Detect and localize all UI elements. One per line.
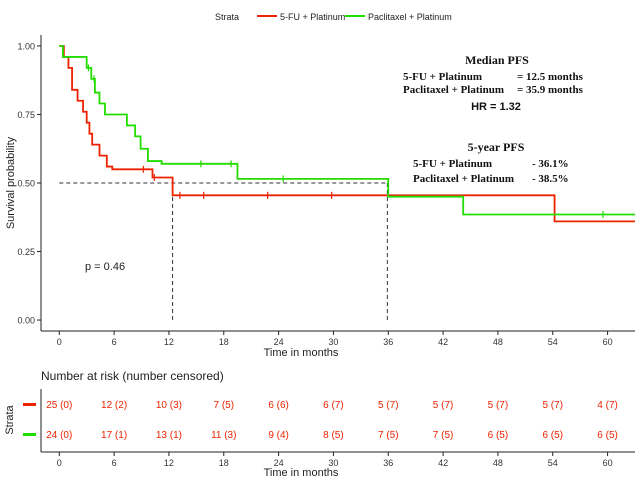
risk-cell-5fu: 5 (7) <box>433 400 454 411</box>
risk-x-tick-label: 36 <box>383 458 393 468</box>
risk-cell-paclitaxel: 17 (1) <box>101 430 127 441</box>
pfs-row-5fu-label: 5-FU + Platinum <box>413 158 492 170</box>
risk-cell-paclitaxel: 7 (5) <box>378 430 399 441</box>
main-axes: 0.00 0.25 0.50 0.75 1.00 0 6 12 18 24 30 36 42 48 54 6… <box>5 35 635 359</box>
risk-cell-5fu: 5 (7) <box>488 400 509 411</box>
y-tick-label: 0.50 <box>17 179 35 189</box>
x-axis-label: Time in months <box>264 347 339 359</box>
x-tick-label: 24 <box>274 337 284 347</box>
risk-row-5fu-swatch <box>23 403 36 406</box>
pfs-row-paclitaxel-label: Paclitaxel + Platinum <box>413 173 514 185</box>
annotations: p = 0.46 Median PFS 5-FU + Platinum = 12… <box>85 53 584 273</box>
y-ticks: 0.00 0.25 0.50 0.75 1.00 <box>17 41 41 326</box>
p-value: p = 0.46 <box>85 261 125 273</box>
risk-table-title: Number at risk (number censored) <box>41 369 224 383</box>
legend: Strata 5-FU + Platinum Paclitaxel + Plat… <box>215 12 452 22</box>
risk-x-tick-label: 60 <box>603 458 613 468</box>
risk-cell-5fu: 12 (2) <box>101 400 127 411</box>
risk-cell-paclitaxel: 13 (1) <box>156 430 182 441</box>
median-row-paclitaxel-value: = 35.9 months <box>517 84 584 96</box>
risk-x-tick-label: 24 <box>274 458 284 468</box>
x-tick-label: 6 <box>112 337 117 347</box>
risk-table-x-label: Time in months <box>264 467 339 479</box>
risk-cell-paclitaxel: 11 (3) <box>211 430 236 441</box>
risk-table: Number at risk (number censored) Strata … <box>4 369 635 479</box>
risk-x-tick-label: 48 <box>493 458 503 468</box>
risk-cell-5fu: 6 (6) <box>268 400 289 411</box>
y-tick-label: 0.00 <box>17 316 35 326</box>
risk-x-tick-label: 6 <box>112 458 117 468</box>
risk-cell-paclitaxel: 24 (0) <box>46 430 72 441</box>
risk-x-tick-label: 42 <box>438 458 448 468</box>
risk-table-strata-label: Strata <box>4 404 16 434</box>
risk-cell-5fu: 4 (7) <box>597 400 618 411</box>
risk-cell-paclitaxel: 6 (5) <box>597 430 618 441</box>
risk-cell-5fu: 25 (0) <box>46 400 72 411</box>
x-tick-label: 18 <box>219 337 229 347</box>
x-ticks: 0 6 12 18 24 30 36 42 48 54 60 <box>57 331 613 347</box>
risk-x-tick-label: 0 <box>57 458 62 468</box>
risk-table-cells: 25 (0) 12 (2) 10 (3) 7 (5) 6 (6) 6 (7) 5 (7) 5 … <box>46 400 618 441</box>
x-tick-label: 30 <box>328 337 338 347</box>
risk-cell-paclitaxel: 6 (5) <box>488 430 509 441</box>
risk-cell-paclitaxel: 9 (4) <box>268 430 289 441</box>
x-tick-label: 0 <box>57 337 62 347</box>
risk-cell-paclitaxel: 8 (5) <box>323 430 344 441</box>
risk-row-paclitaxel-swatch <box>23 433 36 436</box>
y-axis-label: Survival probability <box>5 136 17 229</box>
y-tick-label: 0.25 <box>17 247 35 257</box>
x-tick-label: 54 <box>548 337 558 347</box>
risk-table-x-ticks: 0 6 12 18 24 30 36 42 48 54 60 <box>57 452 613 468</box>
survival-curves <box>59 45 635 223</box>
risk-x-tick-label: 30 <box>328 458 338 468</box>
risk-cell-5fu: 7 (5) <box>213 400 234 411</box>
survival-curve-paclitaxel <box>59 45 635 216</box>
risk-cell-5fu: 5 (7) <box>542 400 563 411</box>
median-row-5fu-label: 5-FU + Platinum <box>403 71 482 83</box>
pfs-row-paclitaxel-value: - 38.5% <box>532 173 569 185</box>
risk-cell-paclitaxel: 7 (5) <box>433 430 454 441</box>
legend-label-5fu: 5-FU + Platinum <box>280 12 345 22</box>
median-guides <box>59 182 388 321</box>
x-tick-label: 42 <box>438 337 448 347</box>
median-row-5fu-value: = 12.5 months <box>517 71 584 83</box>
x-tick-label: 36 <box>383 337 393 347</box>
hazard-ratio: HR = 1.32 <box>471 101 521 113</box>
survival-curve-5fu <box>59 45 635 223</box>
risk-cell-5fu: 5 (7) <box>378 400 399 411</box>
x-tick-label: 12 <box>164 337 174 347</box>
x-tick-label: 48 <box>493 337 503 347</box>
y-tick-label: 0.75 <box>17 110 35 120</box>
risk-cell-paclitaxel: 6 (5) <box>542 430 563 441</box>
median-pfs-title: Median PFS <box>465 53 529 67</box>
five-year-pfs-title: 5-year PFS <box>468 140 525 154</box>
risk-cell-5fu: 6 (7) <box>323 400 344 411</box>
y-tick-label: 1.00 <box>17 41 35 51</box>
risk-x-tick-label: 54 <box>548 458 558 468</box>
median-row-paclitaxel-label: Paclitaxel + Platinum <box>403 84 504 96</box>
x-tick-label: 60 <box>603 337 613 347</box>
risk-x-tick-label: 18 <box>219 458 229 468</box>
risk-cell-5fu: 10 (3) <box>156 400 182 411</box>
risk-x-tick-label: 12 <box>164 458 174 468</box>
legend-label-paclitaxel: Paclitaxel + Platinum <box>368 12 452 22</box>
legend-title: Strata <box>215 12 239 22</box>
pfs-row-5fu-value: - 36.1% <box>532 158 569 170</box>
